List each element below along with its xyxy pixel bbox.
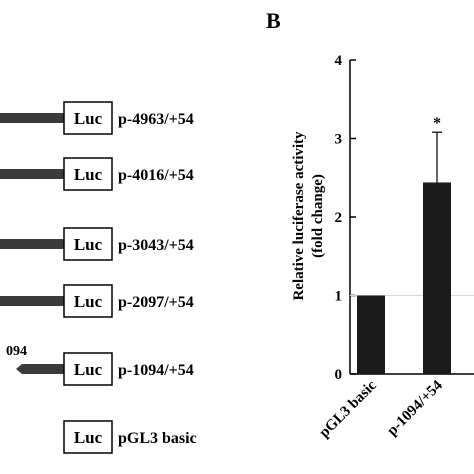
x-tick-label: pGL3 basic (316, 377, 380, 441)
luc-label: Luc (74, 165, 103, 184)
luc-box (63, 227, 113, 261)
promoter-bar (0, 296, 64, 306)
y-tick-label: 0 (335, 367, 343, 383)
luc-label: Luc (74, 292, 103, 311)
construct-name: pGL3 basic (118, 430, 197, 447)
bar (423, 182, 451, 374)
luc-label: Luc (74, 235, 103, 254)
luc-label: Luc (74, 428, 103, 447)
promoter-bar (16, 364, 64, 374)
construct-row: Luc p-4016/+54 (0, 157, 194, 191)
construct-name: p-1094/+54 (118, 362, 194, 379)
promoter-bar (0, 113, 64, 123)
construct-row: Luc p-2097/+54 (0, 284, 194, 318)
y-tick-label: 4 (335, 53, 343, 69)
panel-label-b: B (266, 8, 281, 33)
y-tick-label: 3 (335, 132, 343, 148)
construct-name: p-4016/+54 (118, 167, 194, 184)
promoter-bar (0, 239, 64, 249)
construct-name: p-2097/+54 (118, 294, 194, 311)
y-axis-label: Relative luciferase activity (fold chang… (291, 131, 326, 301)
luc-box (63, 420, 113, 454)
luc-box (63, 101, 113, 135)
significance-marker: * (433, 115, 441, 132)
luc-label: Luc (74, 360, 103, 379)
bar-chart: Relative luciferase activity (fold chang… (291, 53, 474, 441)
y-axis-label-line2: (fold change) (310, 174, 326, 258)
promoter-start-label: 094 (6, 344, 27, 359)
y-tick-label: 1 (335, 289, 343, 305)
x-tick-label: p-1094/+54 (384, 377, 446, 439)
luc-label: Luc (74, 109, 103, 128)
construct-name: p-3043/+54 (118, 237, 194, 254)
construct-row: Luc pGL3 basic (63, 420, 197, 454)
luc-box (63, 352, 113, 386)
construct-name: p-4963/+54 (118, 111, 194, 128)
y-tick-label: 2 (335, 210, 343, 226)
promoter-bar (0, 169, 64, 179)
y-axis-label-line1: Relative luciferase activity (291, 131, 307, 301)
luc-box (63, 157, 113, 191)
construct-row: 094 Luc p-1094/+54 (6, 344, 194, 386)
construct-row: Luc p-3043/+54 (0, 227, 194, 261)
luc-box (63, 284, 113, 318)
construct-row: Luc p-4963/+54 (0, 101, 194, 135)
bar (357, 295, 385, 374)
